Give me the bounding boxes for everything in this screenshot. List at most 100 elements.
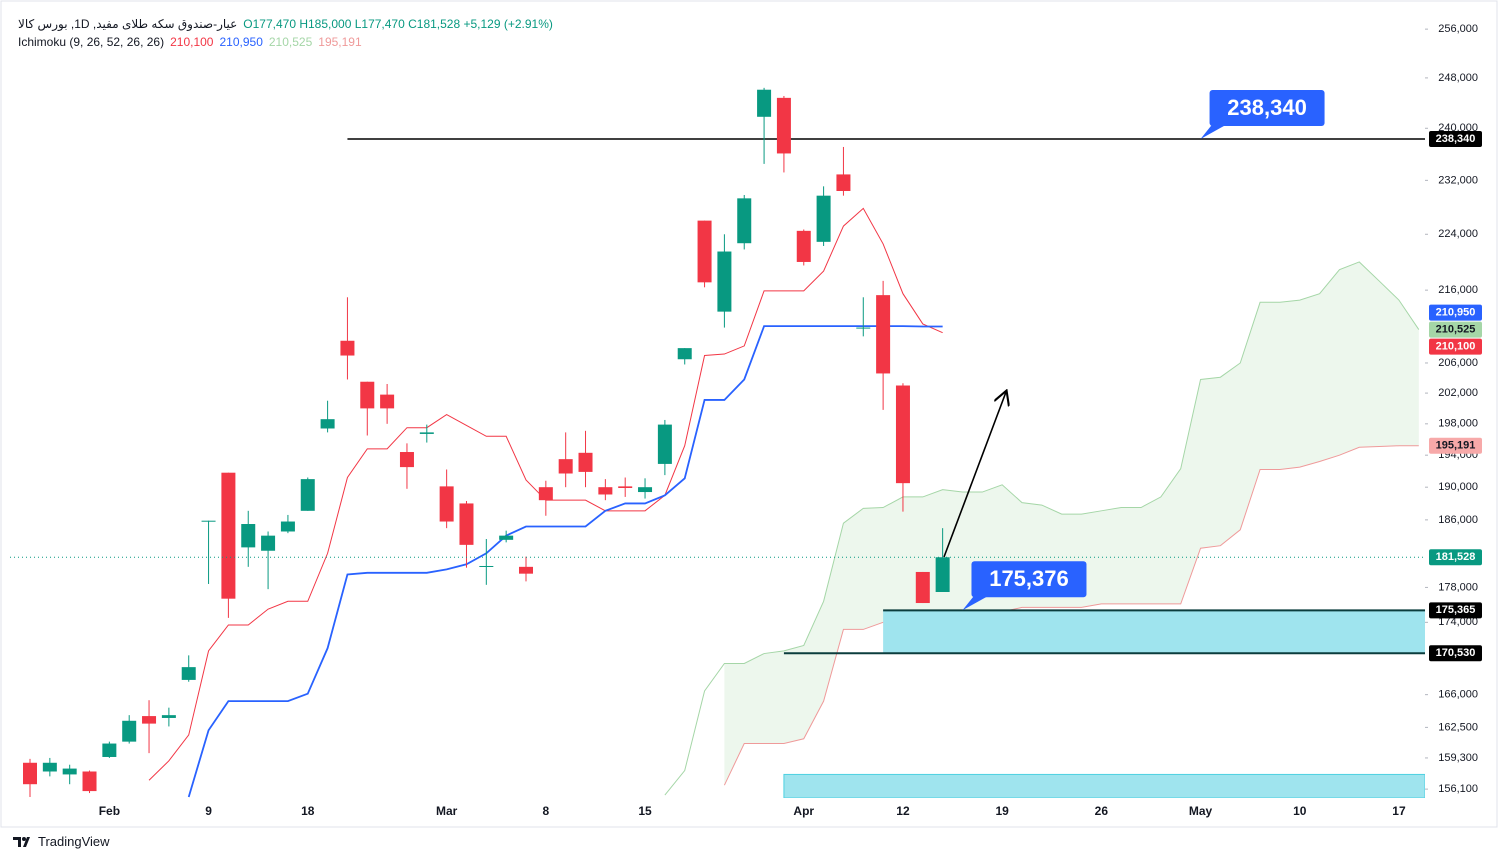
candle-body [697, 220, 712, 283]
x-tick-label: May [1189, 804, 1213, 818]
price-box-label: 238,340 [1436, 133, 1476, 145]
candle-body [935, 557, 950, 592]
x-tick-label: 10 [1293, 804, 1307, 818]
price-box-label: 195,191 [1436, 440, 1476, 452]
candle-body [816, 195, 831, 242]
x-tick-label: 12 [896, 804, 910, 818]
candle-body [320, 419, 335, 429]
candle-body [161, 715, 176, 718]
candle-body [181, 667, 196, 680]
indicator-value: 210,100 [170, 35, 214, 49]
arrow [943, 392, 1006, 558]
price-box-label: 210,100 [1436, 340, 1476, 352]
candle-body [558, 459, 573, 474]
candle-body [360, 381, 375, 409]
candle-body [142, 716, 157, 724]
y-tick-label: 178,000 [1438, 581, 1478, 593]
indicator-value: 210,950 [219, 35, 263, 49]
x-tick-label: Mar [436, 804, 458, 818]
footer: TradingView [12, 834, 110, 849]
price-box [1429, 549, 1482, 566]
candle-body [499, 535, 514, 540]
candle-body [419, 432, 434, 434]
price-box [1429, 602, 1482, 619]
price-box-label: 210,950 [1436, 306, 1476, 318]
x-tick-label: Apr [793, 804, 814, 818]
candle-body [62, 768, 77, 775]
y-tick-label: 248,000 [1438, 72, 1478, 84]
zone [883, 610, 1425, 654]
plot-under [148, 138, 1425, 798]
price-box [1429, 645, 1482, 662]
brand: TradingView [38, 834, 110, 849]
ohlc: O177,470 H185,000 L177,470 C181,528 +5,1… [243, 17, 553, 31]
cloud [724, 261, 1419, 786]
symbol: عیار-صندوق سکه طلای مفید, 1D, بورس کالا [18, 17, 238, 31]
ichimoku-line [664, 261, 1420, 796]
plot-over [10, 87, 1425, 798]
candle-body [479, 565, 494, 567]
candle-body [340, 340, 355, 356]
candle-body [201, 520, 216, 522]
candle-body [757, 89, 772, 117]
x-tick-label: 18 [301, 804, 315, 818]
indicator-value: 195,191 [318, 35, 362, 49]
candle-body [280, 521, 295, 532]
candle-body [82, 771, 97, 792]
price-box [1429, 304, 1482, 321]
candle-body [856, 327, 871, 329]
header: عیار-صندوق سکه طلای مفید, 1D, بورس کالا O… [18, 17, 559, 31]
x-tick-label: 9 [205, 804, 212, 818]
candle-body [221, 472, 236, 599]
candle-body [241, 524, 256, 548]
callout [1209, 89, 1325, 126]
price-box [1429, 338, 1482, 355]
candle-body [677, 348, 692, 360]
y-tick-label: 174,000 [1438, 616, 1478, 628]
candle-body [300, 479, 315, 511]
candle-body [717, 251, 732, 312]
y-tick-label: 198,000 [1438, 418, 1478, 430]
price-box-label: 175,365 [1436, 604, 1476, 616]
frame [0, 0, 1498, 828]
lower-zone [783, 773, 1425, 798]
x-tick-label: 26 [1095, 804, 1109, 818]
price-box [1429, 130, 1482, 147]
candle-body [737, 198, 752, 244]
candle-body [638, 487, 653, 493]
price-box [1429, 321, 1482, 338]
callout-label: 238,340 [1227, 95, 1307, 120]
candle-body [380, 394, 395, 409]
candle-body [895, 385, 910, 484]
candle-body [399, 452, 414, 468]
x-tick-label: 19 [995, 804, 1009, 818]
indicator-value: 210,525 [268, 35, 313, 49]
candle-body [776, 97, 791, 154]
price-box [1429, 437, 1482, 454]
axes: 256,000248,000240,000232,000224,000216,0… [99, 23, 1482, 818]
y-tick-label: 166,000 [1438, 689, 1478, 701]
candle-body [538, 487, 553, 501]
y-tick-label: 162,500 [1438, 721, 1478, 733]
indicator-header: Ichimoku (9, 26, 52, 26, 26) 210,100 210,9… [18, 35, 374, 49]
candle-body [657, 424, 672, 464]
callout-label: 175,376 [989, 566, 1069, 591]
y-tick-label: 159,300 [1438, 752, 1478, 764]
price-box-label: 181,528 [1436, 551, 1476, 563]
callout [971, 561, 1087, 598]
price-box-label: 210,525 [1436, 323, 1476, 335]
y-tick-label: 216,000 [1438, 284, 1478, 296]
x-tick-label: Feb [99, 804, 120, 818]
indicator-name: Ichimoku (9, 26, 52, 26, 26) [18, 35, 165, 49]
ichimoku-line [723, 445, 1419, 786]
y-tick-label: 156,100 [1438, 783, 1478, 795]
candle-body [102, 743, 117, 757]
y-tick-label: 232,000 [1438, 174, 1478, 186]
ichimoku-line [187, 325, 943, 798]
annotations: 238,340 175,376 [962, 89, 1325, 611]
candle-body [439, 486, 454, 522]
x-tick-label: 17 [1392, 804, 1406, 818]
x-tick-label: 15 [638, 804, 652, 818]
